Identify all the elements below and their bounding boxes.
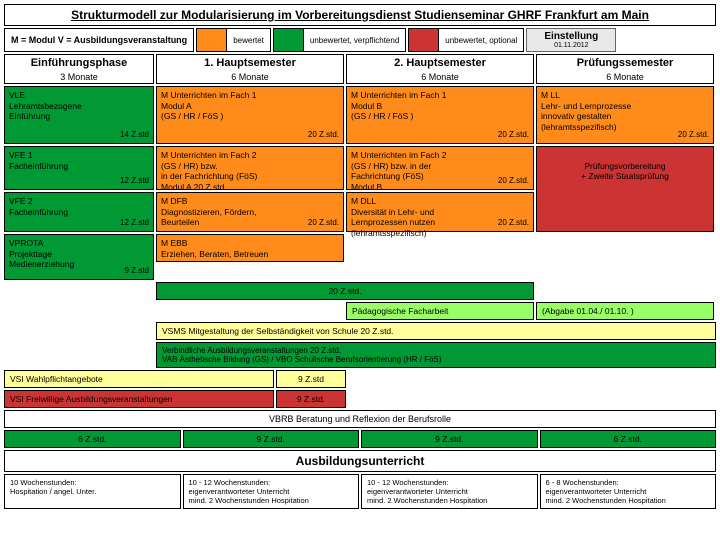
z3: 9 Z.std.: [361, 430, 538, 448]
column-hs2: M Unterrichten im Fach 1 Modul B (GS / H…: [346, 86, 534, 232]
column-pruefung: M LL Lehr- und Lernprozesse innovativ ge…: [536, 86, 714, 280]
module-box: M LL Lehr- und Lernprozesse innovativ ge…: [536, 86, 714, 144]
z4: 6 Z.std.: [540, 430, 717, 448]
z-row: 6 Z.std. 9 Z.std. 9 Z.std. 6 Z.std.: [4, 430, 716, 448]
module-box: VFE 1 Facheinführung12 Z.std: [4, 146, 154, 190]
legend-row: M = Modul V = Ausbildungsveranstaltung b…: [4, 28, 716, 52]
legend-color: [197, 29, 227, 51]
ausbildung-header: Ausbildungsunterricht: [4, 450, 716, 472]
ausb2: 10 - 12 Wochenstunden: eigenverantwortet…: [183, 474, 360, 509]
ausb4: 6 - 8 Wochenstunden: eigenverantworteter…: [540, 474, 717, 509]
module-box: M Unterrichten im Fach 1 Modul A (GS / H…: [156, 86, 344, 144]
phase-einfuehrung: Einführungsphase 3 Monate: [4, 54, 154, 84]
vsi-freiwillig: VSI Freiwillige Ausbildungsveranstaltung…: [4, 390, 274, 408]
column-einfuehrung: VLE Lehramtsbezogene Einführung14 Z.stdV…: [4, 86, 154, 280]
module-box: VFE 2 Facheinführung12 Z.std: [4, 192, 154, 232]
module-box: M Unterrichten im Fach 2 (GS / HR) bzw. …: [346, 146, 534, 190]
phase-headers: Einführungsphase 3 Monate 1. Hauptsemest…: [4, 54, 716, 84]
vsi2-row: VSI Freiwillige Ausbildungsveranstaltung…: [4, 390, 716, 408]
vsms-box: VSMS Mitgestaltung der Selbständigkeit v…: [156, 322, 716, 340]
ausb3: 10 - 12 Wochenstunden: eigenverantwortet…: [361, 474, 538, 509]
legend-item-unbewertet-optional: unbewertet, optional: [408, 28, 524, 52]
legend-label: M = Modul V = Ausbildungsveranstaltung: [4, 28, 194, 52]
ebb-stat-row: 20 Z.std.: [4, 282, 716, 300]
module-box: Prüfungsvorbereitung + Zweite Staatsprüf…: [536, 146, 714, 232]
verbindliche-box: Verbindliche Ausbildungsveranstaltungen …: [156, 342, 716, 368]
vsi1-row: VSI Wahlpflichtangebote 9 Z.std: [4, 370, 716, 388]
ausbildung-row: 10 Wochenstunden: Hospitation / angel. U…: [4, 474, 716, 509]
phase-pruefung: Prüfungssemester 6 Monate: [536, 54, 714, 84]
legend-item-bewertet: bewertet: [196, 28, 271, 52]
einstellung-box: Einstellung 01.11.2012: [526, 28, 616, 52]
module-box: M Unterrichten im Fach 1 Modul B (GS / H…: [346, 86, 534, 144]
column-hs3-wrapper: M Unterrichten im Fach 1 Modul B (GS / H…: [346, 86, 534, 280]
module-box: VPROTA Projekttage Medienerziehung9 Z.st…: [4, 234, 154, 280]
padagogische-facharbeit: Pädagogische Facharbeit: [346, 302, 534, 320]
module-grid: VLE Lehramtsbezogene Einführung14 Z.stdV…: [4, 86, 716, 280]
phase-hs1: 1. Hauptsemester 6 Monate: [156, 54, 344, 84]
padagogische-abgabe: (Abgabe 01.04./ 01.10. ): [536, 302, 714, 320]
vsi-freiwillig-stat: 9 Z.std.: [276, 390, 346, 408]
z1: 6 Z.std.: [4, 430, 181, 448]
legend-color: [274, 29, 304, 51]
legend-item-unbewertet-verpflichtend: unbewertet, verpflichtend: [273, 28, 406, 52]
column-hs1: M Unterrichten im Fach 1 Modul A (GS / H…: [156, 86, 344, 280]
phase-hs2: 2. Hauptsemester 6 Monate: [346, 54, 534, 84]
legend-color: [409, 29, 439, 51]
module-box: M DFB Diagnostizieren, Fördern, Beurteil…: [156, 192, 344, 232]
ebb-stat: 20 Z.std.: [156, 282, 534, 300]
ausb1: 10 Wochenstunden: Hospitation / angel. U…: [4, 474, 181, 509]
padagogische-row: Pädagogische Facharbeit (Abgabe 01.04./ …: [4, 302, 716, 320]
module-box: M EBB Erziehen, Beraten, Betreuen: [156, 234, 344, 262]
vsi-wahlpflicht-stat: 9 Z.std: [276, 370, 346, 388]
verb-row: Verbindliche Ausbildungsveranstaltungen …: [4, 342, 716, 368]
z2: 9 Z.std.: [183, 430, 360, 448]
module-box: M Unterrichten im Fach 2 (GS / HR) bzw. …: [156, 146, 344, 190]
module-box: M DLL Diversität in Lehr- und Lernprozes…: [346, 192, 534, 232]
main-title: Strukturmodell zur Modularisierung im Vo…: [4, 4, 716, 26]
module-box: VLE Lehramtsbezogene Einführung14 Z.std: [4, 86, 154, 144]
vbrb-box: VBRB Beratung und Reflexion der Berufsro…: [4, 410, 716, 428]
vsms-row: VSMS Mitgestaltung der Selbständigkeit v…: [4, 322, 716, 340]
vsi-wahlpflicht: VSI Wahlpflichtangebote: [4, 370, 274, 388]
